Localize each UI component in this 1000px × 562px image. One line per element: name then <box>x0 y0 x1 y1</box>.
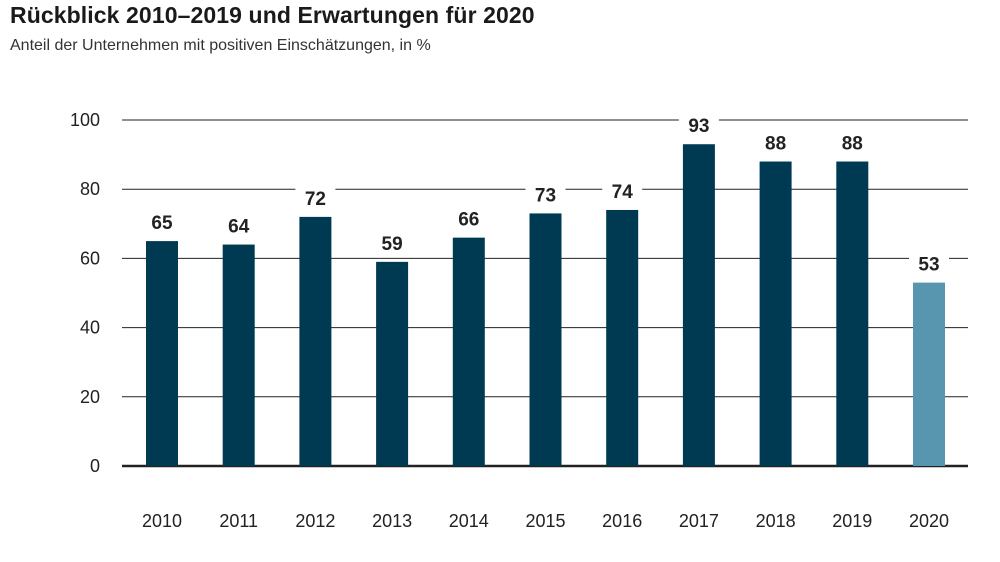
x-tick-label-2014: 2014 <box>449 511 489 531</box>
value-label-bg <box>678 113 719 140</box>
y-axis-ticks: 0 20 40 60 80 100 <box>70 110 100 476</box>
value-label-2019: 88 <box>842 134 863 155</box>
y-tick-label: 40 <box>80 318 100 338</box>
value-label-2011: 64 <box>228 217 250 238</box>
y-tick-label: 100 <box>70 110 100 130</box>
x-axis-ticks: 2010 2011 2012 2013 2014 2015 2016 2017 2018 2019… <box>142 511 949 531</box>
bar-2015 <box>529 213 562 466</box>
chart-title: Rückblick 2010–2019 und Erwartungen für … <box>10 2 535 28</box>
y-tick-label: 20 <box>80 387 100 407</box>
value-label-2014: 66 <box>458 210 479 231</box>
x-tick-label-2016: 2016 <box>602 511 642 531</box>
bar-2011 <box>222 244 255 466</box>
value-label-bg <box>448 206 489 233</box>
bar-2013 <box>376 261 409 466</box>
value-label-bg <box>142 210 182 237</box>
bar-2014 <box>452 237 485 466</box>
value-label-bg <box>755 130 796 157</box>
y-tick-label: 0 <box>90 456 100 476</box>
x-tick-label-2010: 2010 <box>142 511 182 531</box>
value-label-2016: 74 <box>612 182 634 203</box>
x-tick-label-2012: 2012 <box>295 511 335 531</box>
y-tick-label: 60 <box>80 248 100 268</box>
x-tick-label-2015: 2015 <box>525 511 565 531</box>
value-label-2010: 65 <box>151 213 173 234</box>
x-tick-label-2020: 2020 <box>909 511 949 531</box>
value-label-bg <box>602 178 643 205</box>
value-label-bg <box>525 182 566 209</box>
x-tick-label-2017: 2017 <box>679 511 719 531</box>
bars <box>146 144 945 466</box>
bar-2017 <box>682 144 715 466</box>
value-label-2015: 73 <box>535 185 556 206</box>
bar-2012 <box>299 216 332 466</box>
y-tick-label: 80 <box>80 179 100 199</box>
bar-2020 <box>913 282 945 466</box>
value-label-2017: 93 <box>688 116 709 137</box>
value-labels: 65 64 72 59 66 73 74 93 88 88 53 <box>142 113 949 278</box>
x-tick-label-2011: 2011 <box>219 511 258 531</box>
value-label-bg <box>295 185 336 212</box>
x-tick-label-2019: 2019 <box>832 511 872 531</box>
value-label-bg <box>372 230 413 257</box>
bar-2010 <box>146 241 178 466</box>
value-label-2012: 72 <box>305 189 326 210</box>
value-label-bg <box>909 251 949 278</box>
value-label-2020: 53 <box>918 255 939 276</box>
value-label-2013: 59 <box>382 234 403 255</box>
x-tick-label-2013: 2013 <box>372 511 412 531</box>
bar-2018 <box>759 161 792 466</box>
x-tick-label-2018: 2018 <box>756 511 796 531</box>
value-label-bg <box>832 130 873 157</box>
chart-subtitle: Anteil der Unternehmen mit positiven Ein… <box>10 37 431 54</box>
value-label-bg <box>218 213 259 240</box>
bar-2019 <box>836 161 869 466</box>
value-label-2018: 88 <box>765 134 786 155</box>
bar-2016 <box>606 209 639 466</box>
